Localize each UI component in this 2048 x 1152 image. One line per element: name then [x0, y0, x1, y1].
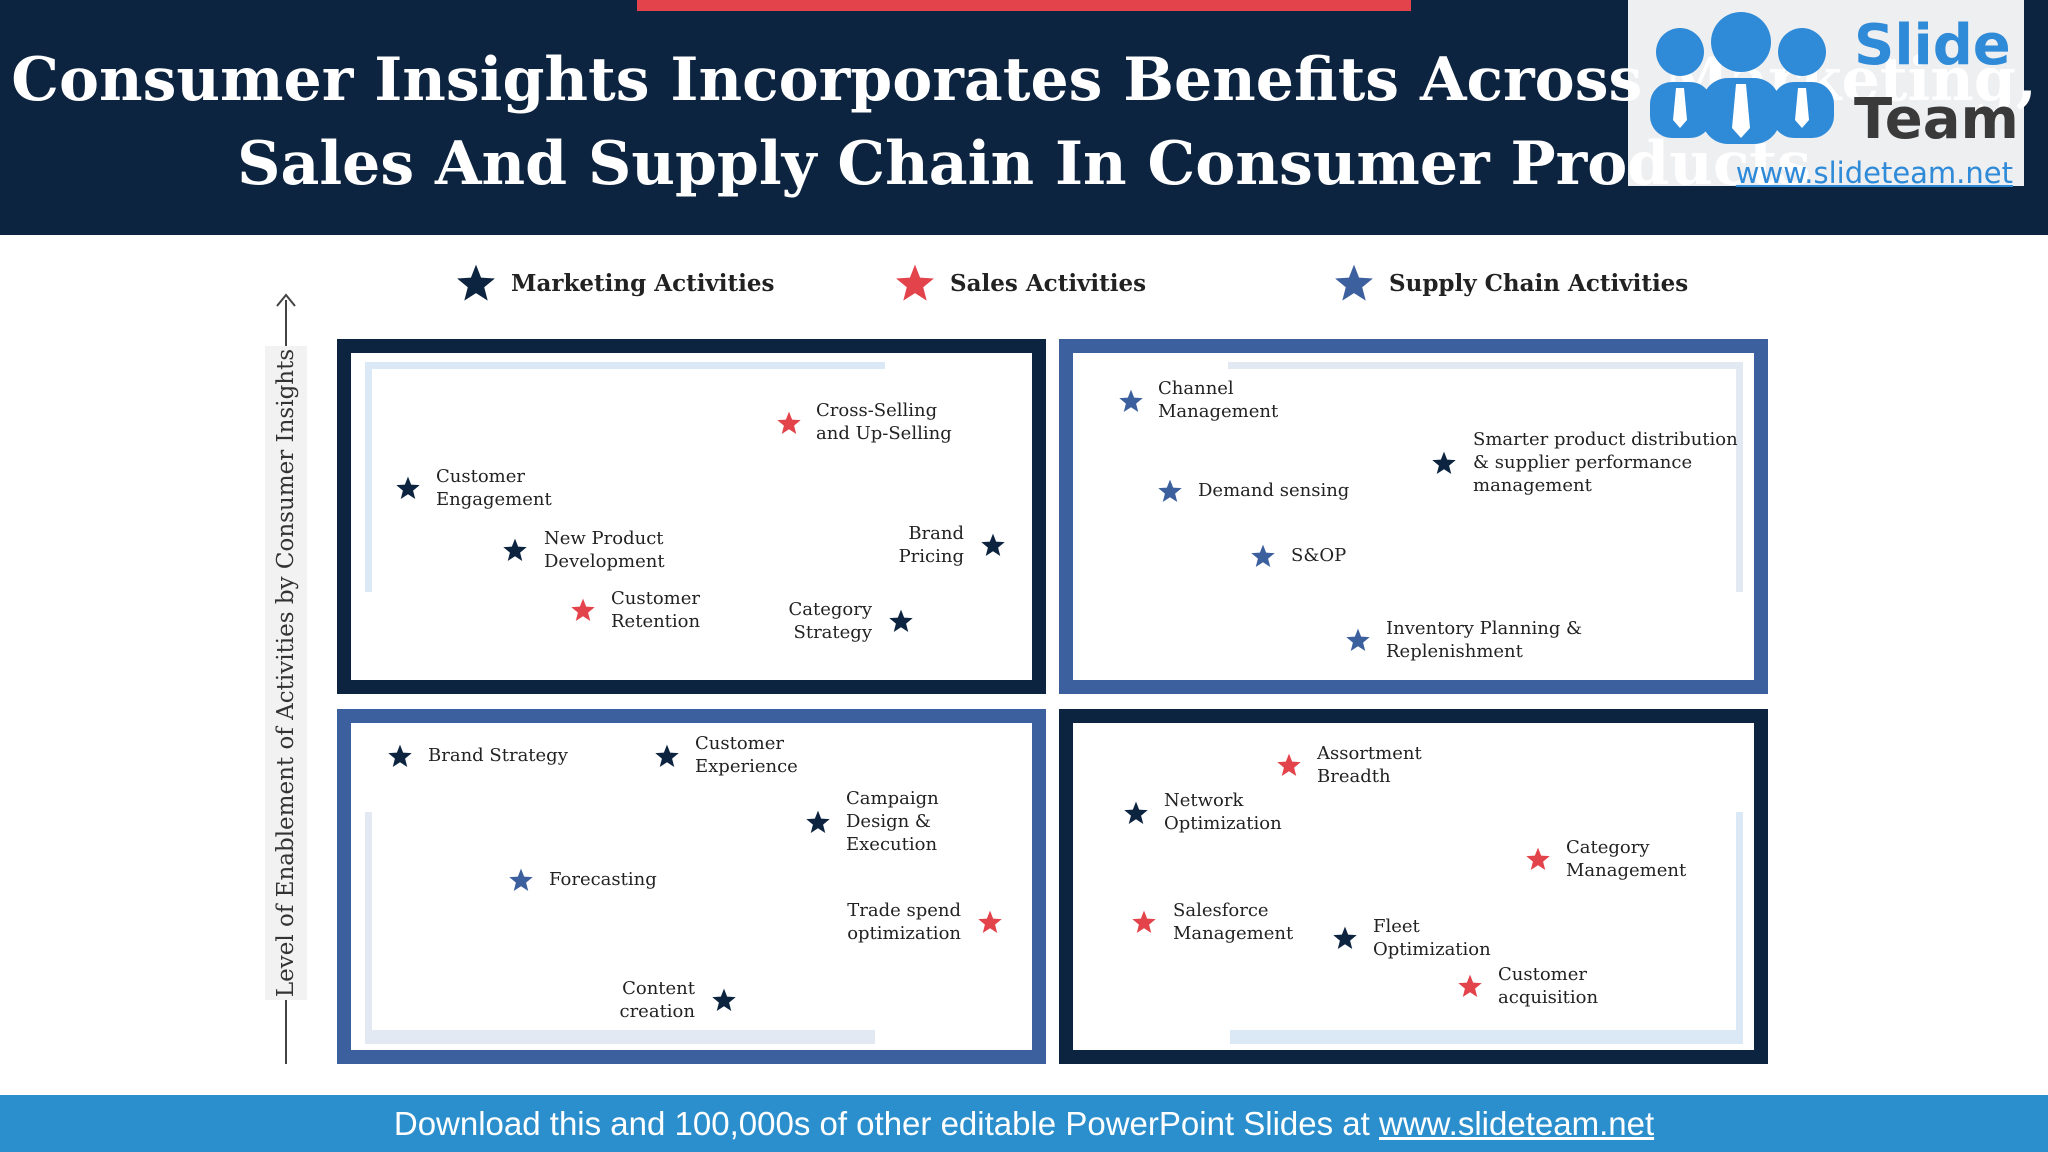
- star-icon: [388, 744, 412, 767]
- quadrant-bottom-left: [337, 709, 1046, 1064]
- activity-label: Channel Management: [1158, 378, 1279, 422]
- corner-decoration: [365, 812, 875, 1044]
- quadrant-body: [351, 353, 1032, 680]
- quadrant-top-left: [337, 339, 1046, 694]
- activity-label: Category Strategy: [788, 599, 872, 643]
- slideteam-logo[interactable]: Slide Team www.slideteam.net: [1628, 0, 2024, 190]
- footer-text: Download this and 100,000s of other edit…: [393, 1105, 1655, 1142]
- star-icon: [981, 533, 1005, 556]
- activity-label: Cross-Selling and Up-Selling: [816, 400, 952, 444]
- star-icon: [978, 910, 1002, 933]
- arrow-up-icon: [276, 293, 296, 307]
- star-icon: [806, 810, 830, 833]
- star-icon: [889, 609, 913, 632]
- legend-label: Marketing Activities: [511, 269, 775, 297]
- star-icon: [571, 598, 595, 621]
- star-icon: [509, 868, 533, 891]
- accent-bar: [637, 0, 1411, 11]
- activity-label: New Product Development: [544, 528, 665, 572]
- activity-label: Campaign Design & Execution: [846, 788, 939, 855]
- quadrant-body: [1073, 723, 1754, 1050]
- activity-label: Assortment Breadth: [1317, 743, 1422, 787]
- activity-label: Category Management: [1566, 837, 1687, 881]
- star-icon: [896, 264, 934, 301]
- activity-label: Brand Pricing: [898, 523, 964, 567]
- activity-label: Network Optimization: [1164, 790, 1282, 834]
- star-icon: [1132, 910, 1156, 933]
- activity-label: Customer Retention: [611, 588, 701, 632]
- legend-sales: Sales Activities: [894, 258, 1146, 308]
- star-icon: [1251, 544, 1275, 567]
- star-icon: [1335, 264, 1373, 301]
- activity-label: Trade spend optimization: [847, 900, 961, 944]
- y-axis-label: Level of Enablement of Activities by Con…: [273, 348, 299, 998]
- star-icon: [503, 538, 527, 561]
- star-icon: [1277, 753, 1301, 776]
- activity-label: Customer Experience: [695, 733, 798, 777]
- y-axis-label-box: Level of Enablement of Activities by Con…: [265, 346, 307, 1000]
- title-line-2: Sales And Supply Chain In Consumer Produ…: [237, 129, 1811, 199]
- activity-label: Customer acquisition: [1498, 964, 1599, 1008]
- activity-label: S&OP: [1291, 545, 1347, 566]
- activity-label: Inventory Planning & Replenishment: [1386, 618, 1583, 662]
- quadrant-top-right: [1059, 339, 1768, 694]
- legend-marketing: Marketing Activities: [455, 258, 774, 308]
- activity-label: Content creation: [619, 978, 696, 1022]
- y-axis-line-top: [285, 300, 287, 346]
- logo-url[interactable]: www.slideteam.net: [1735, 156, 2013, 190]
- quadrant-body: [351, 723, 1032, 1050]
- star-icon: [655, 744, 679, 767]
- activity-label: Demand sensing: [1198, 480, 1350, 501]
- quadrant-bottom-right: [1059, 709, 1768, 1064]
- star-icon: [712, 988, 736, 1011]
- quadrant-body: [1073, 353, 1754, 680]
- people-icon: [1650, 12, 1834, 144]
- legend-label: Supply Chain Activities: [1389, 269, 1689, 297]
- footer-link[interactable]: www.slideteam.net: [1379, 1105, 1655, 1142]
- corner-decoration: [1230, 812, 1743, 1044]
- y-axis-line-bottom: [285, 1000, 287, 1064]
- logo-text-slide: Slide: [1854, 13, 2011, 78]
- star-icon: [1333, 926, 1357, 949]
- activity-label: Smarter product distribution & supplier p…: [1473, 429, 1738, 496]
- star-icon: [1526, 847, 1550, 870]
- star-icon: [1124, 801, 1148, 824]
- logo-text-team: Team: [1854, 87, 2019, 152]
- star-icon: [1158, 479, 1182, 502]
- download-footer[interactable]: Download this and 100,000s of other edit…: [0, 1095, 2048, 1152]
- star-icon: [1119, 389, 1143, 412]
- star-icon: [777, 411, 801, 434]
- star-icon: [1432, 451, 1456, 474]
- star-icon: [457, 264, 495, 301]
- star-icon: [1458, 974, 1482, 997]
- star-icon: [396, 476, 420, 499]
- legend-label: Sales Activities: [950, 269, 1147, 297]
- activity-label: Brand Strategy: [428, 745, 568, 766]
- activity-label: Fleet Optimization: [1373, 916, 1491, 960]
- activity-label: Salesforce Management: [1173, 900, 1294, 944]
- activity-label: Forecasting: [549, 869, 657, 890]
- legend-supply-chain: Supply Chain Activities: [1333, 258, 1688, 308]
- star-icon: [1346, 628, 1370, 651]
- activity-label: Customer Engagement: [436, 466, 552, 510]
